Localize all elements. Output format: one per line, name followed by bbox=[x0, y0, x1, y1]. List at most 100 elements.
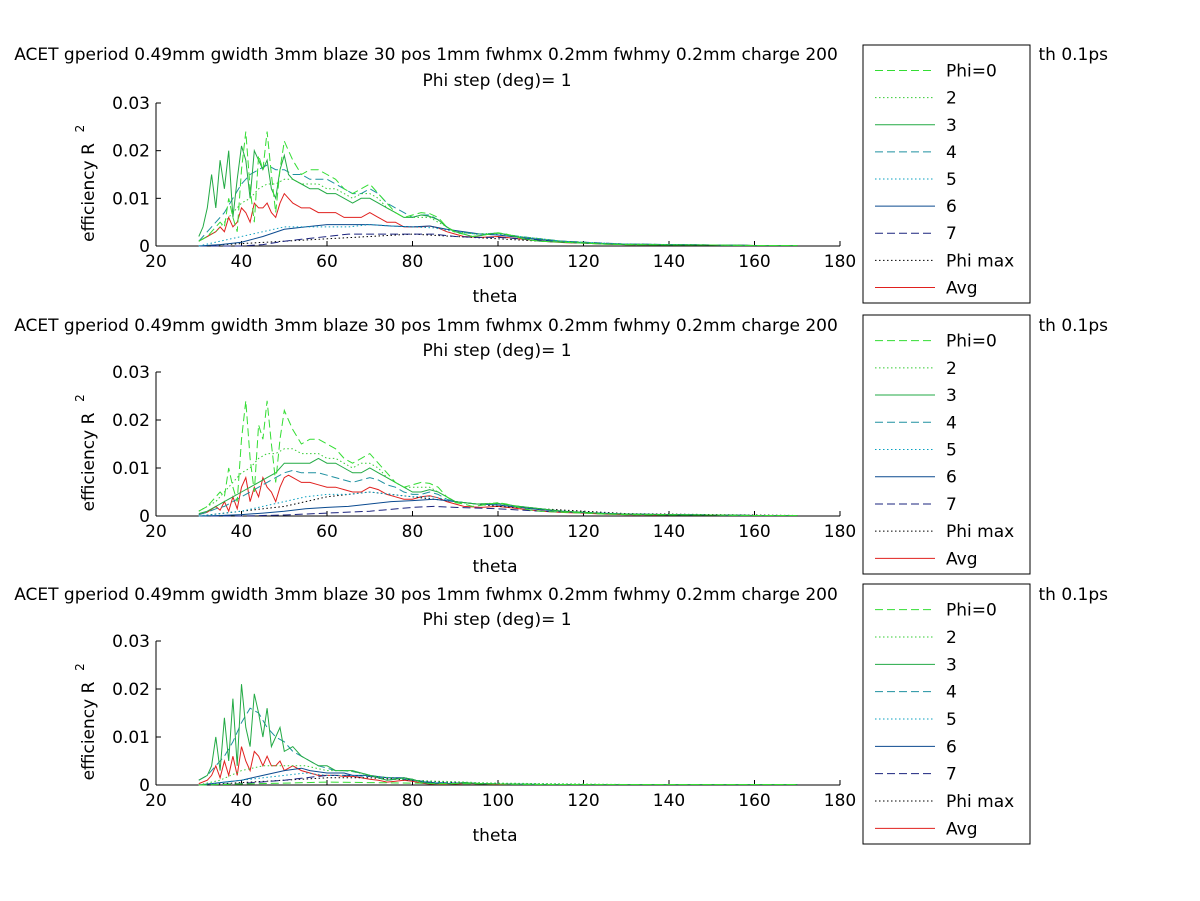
x-tick-label: 20 bbox=[145, 791, 167, 811]
series-line-5 bbox=[198, 224, 798, 247]
legend-label: Phi=0 bbox=[946, 62, 997, 82]
series-line-3 bbox=[198, 684, 798, 785]
x-tick-label: 60 bbox=[316, 791, 338, 811]
chart-panel-1: ACET gperiod 0.49mm gwidth 3mm blaze 30 … bbox=[14, 44, 1108, 307]
x-tick-label: 40 bbox=[231, 252, 253, 272]
series-line-5 bbox=[198, 491, 798, 517]
y-tick-label: 0.03 bbox=[112, 363, 150, 383]
x-tick-label: 100 bbox=[482, 791, 514, 811]
y-axis-label-superscript: 2 bbox=[73, 663, 87, 671]
y-tick-label: 0.01 bbox=[112, 728, 150, 748]
legend-label: Avg bbox=[946, 819, 978, 839]
y-tick-label: 0.02 bbox=[112, 411, 150, 431]
x-axis-label: theta bbox=[473, 826, 518, 846]
legend: Phi=0 2 3 4 5 6 7 Phi max Avg bbox=[862, 44, 1031, 304]
legend-label: Phi=0 bbox=[946, 332, 997, 352]
legend-label: 2 bbox=[946, 89, 957, 109]
legend-label: 5 bbox=[946, 441, 957, 461]
legend-label: Phi max bbox=[946, 792, 1014, 812]
legend-label: 4 bbox=[946, 413, 957, 433]
chart-title: ACET gperiod 0.49mm gwidth 3mm blaze 30 … bbox=[14, 316, 838, 336]
x-tick-label: 60 bbox=[316, 252, 338, 272]
series-lines bbox=[198, 684, 798, 786]
x-tick-label: 140 bbox=[653, 252, 685, 272]
legend-label: 3 bbox=[946, 116, 957, 136]
chart-subtitle: Phi step (deg)= 1 bbox=[422, 341, 571, 361]
legend-label: 7 bbox=[946, 765, 957, 785]
y-axis-label: efficiency R bbox=[79, 143, 99, 242]
y-tick-label: 0.02 bbox=[112, 142, 150, 162]
series-line-phi-0 bbox=[198, 781, 798, 786]
series-line-3 bbox=[198, 457, 798, 516]
chart-panel-3: ACET gperiod 0.49mm gwidth 3mm blaze 30 … bbox=[14, 583, 1108, 846]
chart-title: ACET gperiod 0.49mm gwidth 3mm blaze 30 … bbox=[14, 45, 838, 65]
legend-label: 4 bbox=[946, 143, 957, 163]
x-axis-label: theta bbox=[473, 287, 518, 307]
x-tick-label: 160 bbox=[738, 252, 770, 272]
x-tick-label: 80 bbox=[402, 522, 424, 542]
y-axis-label-superscript: 2 bbox=[73, 125, 87, 133]
series-line-4 bbox=[198, 707, 798, 785]
legend-label: Phi max bbox=[946, 251, 1014, 271]
x-tick-label: 100 bbox=[482, 252, 514, 272]
legend-box bbox=[862, 44, 1031, 304]
x-tick-label: 80 bbox=[402, 252, 424, 272]
legend-box bbox=[862, 314, 1031, 575]
series-line-phi-0 bbox=[198, 131, 798, 246]
legend-label: 2 bbox=[946, 628, 957, 648]
series-line-2 bbox=[198, 178, 798, 246]
x-tick-label: 20 bbox=[145, 252, 167, 272]
chart-title-suffix: th 0.1ps bbox=[1038, 316, 1108, 336]
legend-label: 7 bbox=[946, 224, 957, 244]
y-tick-label: 0.01 bbox=[112, 189, 150, 209]
legend: Phi=0 2 3 4 5 6 7 Phi max Avg bbox=[862, 314, 1031, 575]
y-tick-label: 0.01 bbox=[112, 459, 150, 479]
series-line-phi-max bbox=[198, 491, 798, 517]
y-axis-label: efficiency R bbox=[79, 412, 99, 511]
legend-label: 2 bbox=[946, 359, 957, 379]
x-tick-label: 180 bbox=[824, 252, 856, 272]
y-tick-label: 0.03 bbox=[112, 632, 150, 652]
legend-label: 5 bbox=[946, 170, 957, 190]
legend-label: 3 bbox=[946, 386, 957, 406]
y-tick-label: 0.02 bbox=[112, 680, 150, 700]
series-lines bbox=[198, 400, 798, 517]
chart-title: ACET gperiod 0.49mm gwidth 3mm blaze 30 … bbox=[14, 585, 838, 605]
legend-label: 6 bbox=[946, 737, 957, 757]
legend-label: Avg bbox=[946, 549, 978, 569]
x-tick-label: 40 bbox=[231, 791, 253, 811]
legend-label: Avg bbox=[946, 278, 978, 298]
x-tick-label: 20 bbox=[145, 522, 167, 542]
chart-subtitle: Phi step (deg)= 1 bbox=[422, 610, 571, 630]
x-tick-label: 60 bbox=[316, 522, 338, 542]
legend-label: 3 bbox=[946, 655, 957, 675]
y-axis-label: efficiency R bbox=[79, 681, 99, 780]
chart-subtitle: Phi step (deg)= 1 bbox=[422, 71, 571, 91]
x-tick-label: 40 bbox=[231, 522, 253, 542]
x-tick-label: 100 bbox=[482, 522, 514, 542]
legend-label: Phi max bbox=[946, 522, 1014, 542]
legend-label: 6 bbox=[946, 197, 957, 217]
series-line-2 bbox=[198, 448, 798, 516]
chart-title-suffix: th 0.1ps bbox=[1038, 585, 1108, 605]
legend-label: 6 bbox=[946, 468, 957, 488]
series-lines bbox=[198, 131, 798, 247]
y-tick-label: 0.03 bbox=[112, 94, 150, 114]
series-line-7 bbox=[198, 233, 798, 247]
x-tick-label: 120 bbox=[567, 522, 599, 542]
x-tick-label: 140 bbox=[653, 522, 685, 542]
x-tick-label: 120 bbox=[567, 791, 599, 811]
x-tick-label: 180 bbox=[824, 791, 856, 811]
series-line-phi-0 bbox=[198, 400, 798, 516]
legend-label: Phi=0 bbox=[946, 601, 997, 621]
series-line-avg bbox=[198, 474, 798, 516]
chart-title-suffix: th 0.1ps bbox=[1038, 45, 1108, 65]
x-tick-label: 180 bbox=[824, 522, 856, 542]
series-line-3 bbox=[198, 145, 798, 246]
legend-label: 7 bbox=[946, 495, 957, 515]
x-tick-label: 80 bbox=[402, 791, 424, 811]
legend-box bbox=[862, 583, 1031, 845]
y-tick-label: 0 bbox=[139, 776, 150, 796]
x-tick-label: 120 bbox=[567, 252, 599, 272]
